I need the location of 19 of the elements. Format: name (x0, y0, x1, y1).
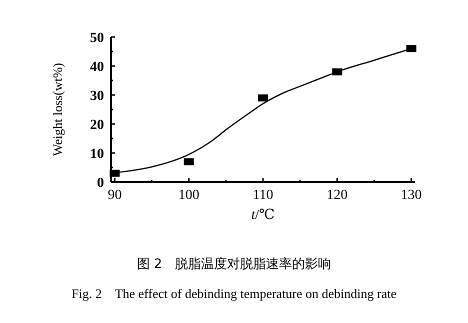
y-tick-label: 40 (90, 60, 104, 75)
point (184, 158, 194, 166)
x-tick-label: 130 (400, 188, 422, 203)
y-axis-title: Weight loss(wt%) (50, 62, 65, 156)
x-tick-label: 100 (178, 188, 200, 203)
text: Fig. 2 The effect of debinding temperature on debinding rate (71, 286, 397, 301)
y-tick-label: 30 (90, 89, 104, 104)
x-axis-title: t/℃ (251, 208, 275, 223)
y-tick-label: 0 (97, 176, 104, 191)
point (110, 170, 120, 177)
y-tick-label: 10 (90, 147, 104, 162)
x-tick-label: 90 (108, 188, 122, 203)
y-tick-label: 50 (90, 31, 104, 46)
x-tick-label: 110 (252, 188, 274, 203)
point (258, 94, 268, 102)
y-tick-label: 20 (90, 118, 104, 133)
x-tick-label: 120 (326, 188, 348, 203)
text: 图 2 脱脂温度对脱脂速率的影响 (136, 256, 332, 272)
point (406, 45, 416, 52)
